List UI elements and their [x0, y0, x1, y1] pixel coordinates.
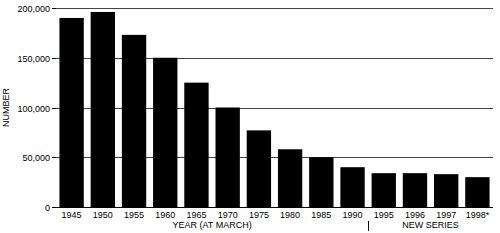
- bar: [122, 35, 146, 207]
- x-axis-label: YEAR (AT MARCH): [172, 220, 251, 230]
- y-tick-label: 100,000: [17, 104, 50, 114]
- bar: [184, 83, 208, 207]
- bars: [59, 12, 489, 207]
- x-axis-line: [56, 207, 493, 208]
- x-tick-label: 1980: [280, 210, 300, 220]
- bar: [309, 157, 333, 207]
- series-divider: [368, 221, 369, 231]
- y-tick: [52, 8, 56, 9]
- x-tick-label: 1955: [124, 210, 144, 220]
- x-tick-label: 1945: [62, 210, 82, 220]
- bar: [434, 174, 458, 207]
- x-tick-label: 1990: [343, 210, 363, 220]
- bar: [247, 130, 271, 207]
- x-tick-label: 1998*: [466, 210, 490, 220]
- grid-line: [56, 58, 493, 59]
- y-tick-label: 0: [45, 203, 50, 213]
- bar: [465, 177, 489, 207]
- bar: [216, 108, 240, 208]
- y-tick-label: 50,000: [22, 153, 50, 163]
- chart-svg: 0 50,000 100,000 150,000 200,000 1945 1950 1955…: [0, 0, 500, 233]
- grid-line: [56, 157, 493, 158]
- y-tick-label: 200,000: [17, 4, 50, 14]
- x-tick-label: 1995: [374, 210, 394, 220]
- x-tick-label: 1975: [249, 210, 269, 220]
- y-tick: [52, 207, 56, 208]
- y-tick: [52, 58, 56, 59]
- x-tick-label: 1970: [218, 210, 238, 220]
- bar: [59, 18, 83, 207]
- x-tick-label: 1960: [155, 210, 175, 220]
- x-tick-label: 1996: [405, 210, 425, 220]
- x-tick-label: 1965: [186, 210, 206, 220]
- grid-line: [56, 108, 493, 109]
- y-tick: [52, 157, 56, 158]
- y-axis-label: NUMBER: [1, 88, 11, 128]
- y-tick-label: 150,000: [17, 54, 50, 64]
- bar: [153, 58, 177, 207]
- bar: [278, 149, 302, 207]
- chart-container: 0 50,000 100,000 150,000 200,000 1945 1950 1955…: [0, 0, 500, 233]
- x-tick-label: 1985: [311, 210, 331, 220]
- y-tick: [52, 108, 56, 109]
- x-tick-label: 1950: [93, 210, 113, 220]
- x-tick-label: 1997: [436, 210, 456, 220]
- bar: [403, 173, 427, 207]
- grid-line: [56, 8, 493, 9]
- bar: [91, 12, 115, 207]
- bar: [340, 167, 364, 207]
- grid-line: [56, 207, 493, 208]
- annotation: NEW SERIES: [402, 220, 459, 230]
- bar: [372, 173, 396, 207]
